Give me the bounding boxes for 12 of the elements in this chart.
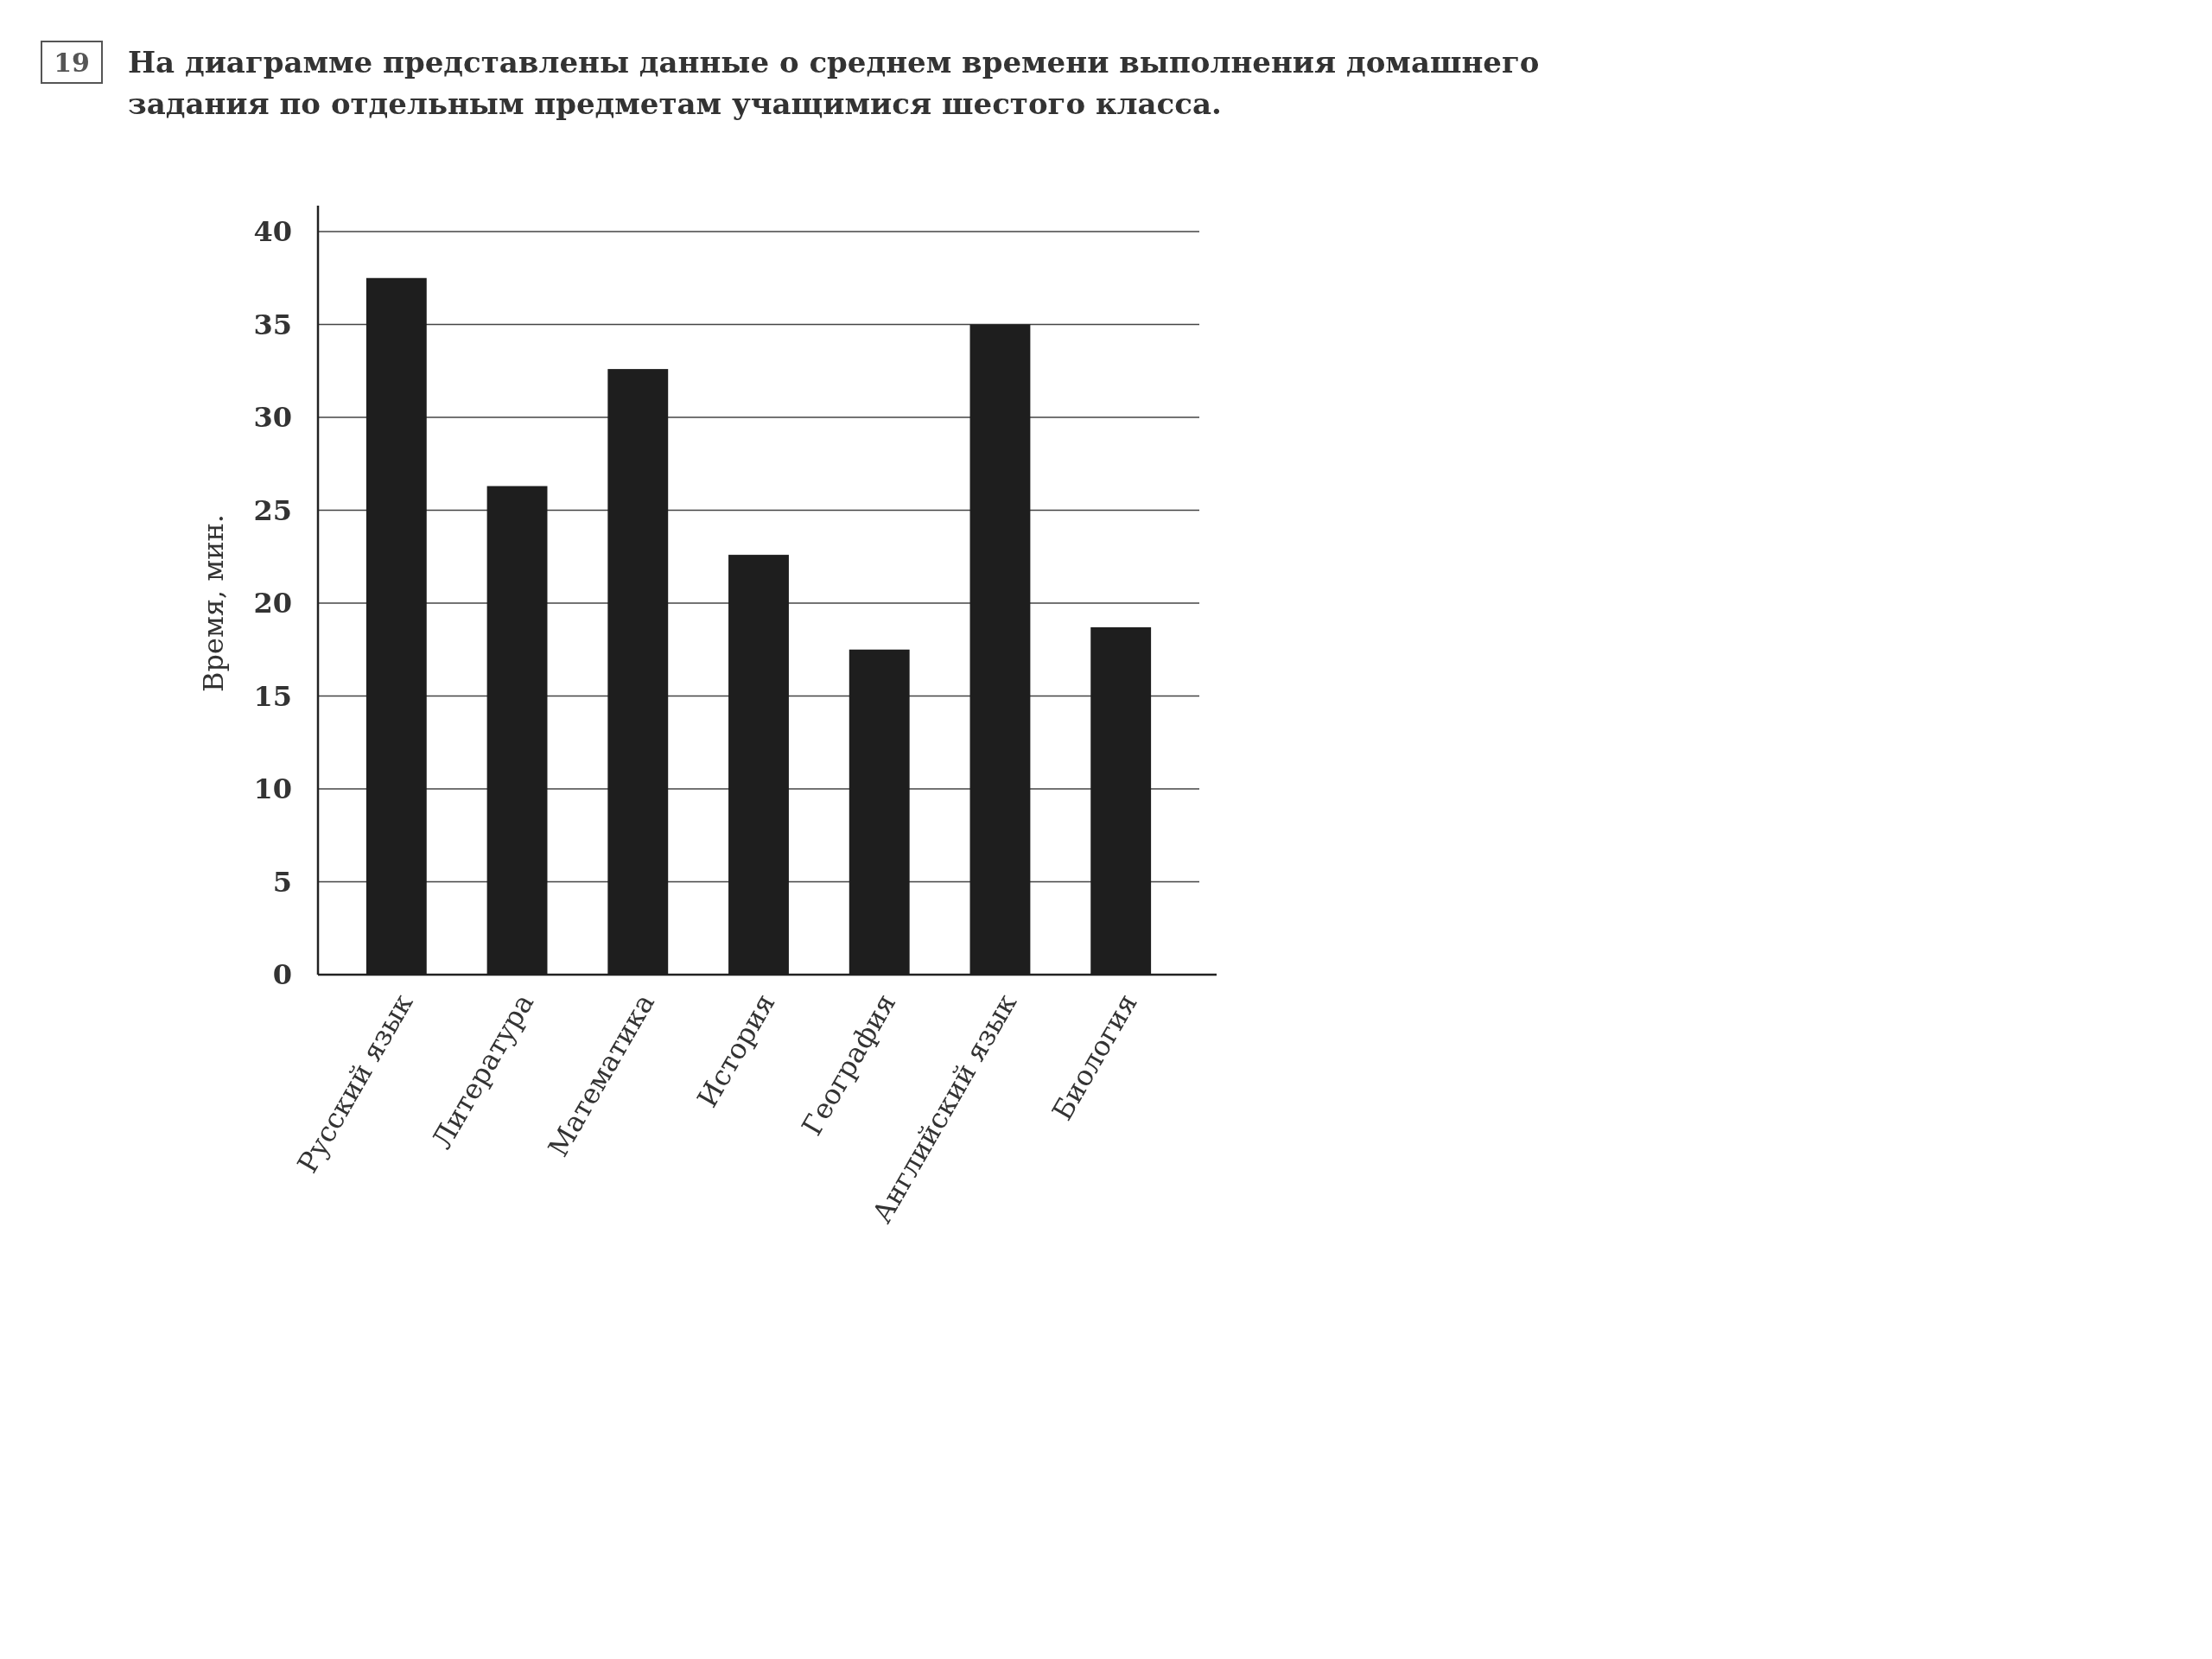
text: 19 — [54, 48, 90, 78]
y-tick-label: 0 — [272, 958, 292, 992]
y-tick-label: 15 — [253, 679, 292, 713]
y-tick-label: 30 — [253, 401, 292, 435]
y-tick-label: 5 — [272, 865, 292, 899]
y-axis-title: Время, мин. — [197, 513, 230, 693]
y-tick-label: 20 — [253, 587, 292, 620]
y-tick-label: 40 — [253, 215, 292, 249]
y-tick-label: 35 — [253, 308, 292, 341]
y-tick-label: 10 — [253, 772, 292, 806]
chart-title: На диаграмме представлены данные о среднем времени выполнения домашнего задания по отдельным предметам учащимися шестого класса. — [128, 45, 1540, 121]
y-tick-label: 25 — [253, 493, 292, 527]
